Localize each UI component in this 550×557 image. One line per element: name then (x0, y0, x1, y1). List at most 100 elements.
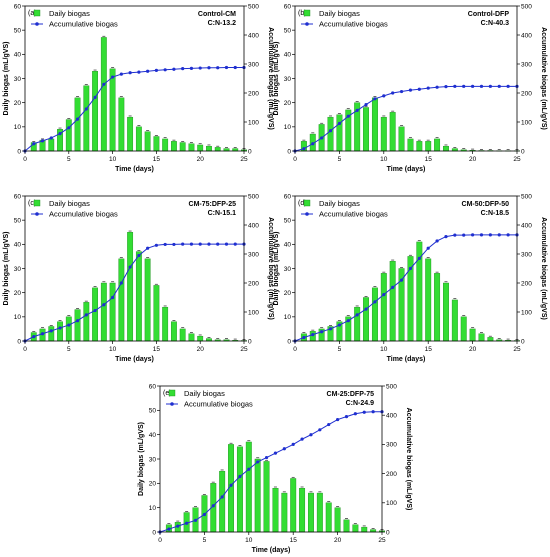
x-tick-label: 0 (23, 156, 27, 163)
panel-label: (e) (163, 390, 172, 397)
chart-panel-4: 0 5 10 15 20 2501020304050600100200300400500T… (273, 193, 547, 363)
accumulative-biogas-point (202, 512, 206, 517)
daily-biogas-bar (144, 258, 151, 342)
y-left-tick-label: 10 (14, 314, 22, 321)
legend-marker-accumulative (35, 22, 39, 26)
x-axis-label: Time (days) (115, 166, 154, 173)
accumulative-biogas-point (40, 332, 45, 336)
daily-biogas-bar (361, 526, 368, 533)
x-axis-label: Time (days) (115, 356, 154, 363)
y-right-axis-label: Accumulative biogas (mL/gVS) (540, 27, 547, 130)
accumulative-biogas-point (84, 107, 88, 111)
y-left-axis-label: Daily biogas (mL/gVS) (3, 232, 10, 306)
daily-biogas-bar (443, 145, 449, 152)
daily-biogas-bar (336, 114, 343, 152)
legend-label-daily: Daily biogas (184, 389, 225, 398)
y-left-tick-label: 0 (152, 529, 156, 536)
accumulative-biogas-point (479, 233, 484, 237)
y-left-tick-label: 20 (149, 481, 157, 488)
y-left-tick-label: 60 (14, 193, 22, 200)
daily-biogas-bar (48, 138, 55, 152)
x-tick-label: 5 (338, 156, 342, 163)
accumulative-biogas-point (216, 242, 220, 246)
daily-biogas-bar (451, 299, 458, 342)
y-right-tick-label: 0 (521, 338, 525, 345)
y-left-tick-label: 20 (284, 290, 292, 297)
daily-biogas-bar (153, 285, 160, 342)
cn-ratio-label: C:N-13.2 (208, 20, 237, 27)
accumulative-biogas-point (302, 147, 306, 151)
daily-biogas-bar (162, 138, 169, 152)
daily-biogas-bar (153, 136, 160, 152)
daily-biogas-bar (272, 488, 279, 533)
cn-ratio-label: C:N-15.1 (208, 210, 237, 217)
daily-biogas-bar (327, 116, 334, 152)
accumulative-biogas-point (282, 447, 286, 451)
accumulative-biogas-point (497, 84, 501, 88)
y-right-tick-label: 500 (248, 193, 259, 200)
daily-biogas-bar (487, 337, 494, 342)
cn-ratio-label: C:N-24.9 (346, 400, 375, 407)
legend-label-accumulative: Accumulative biogas (49, 210, 118, 219)
accumulative-biogas-point (198, 66, 202, 70)
y-right-tick-label: 0 (521, 148, 525, 155)
accumulative-biogas-point (371, 410, 375, 414)
x-tick-label: 5 (67, 156, 71, 163)
accumulative-biogas-point (146, 246, 150, 250)
daily-biogas-bar (127, 116, 134, 152)
accumulative-biogas-point (328, 327, 333, 331)
accumulative-biogas-point (176, 524, 180, 528)
accumulative-biogas-point (373, 300, 377, 304)
daily-biogas-bar (443, 282, 449, 342)
legend-marker-accumulative (35, 212, 39, 216)
daily-biogas-bar (118, 258, 125, 342)
chart-panel-5: 0 5 10 15 20 2501020304050600100200300400500T… (138, 383, 412, 554)
accumulative-biogas-point (346, 319, 350, 323)
y-left-tick-label: 50 (284, 217, 292, 224)
daily-biogas-bar (460, 316, 467, 342)
daily-biogas-bar (343, 519, 350, 533)
chart-panel-3: 0 5 10 15 20 2501020304050600100200300400500T… (3, 193, 274, 363)
y-right-tick-label: 400 (248, 32, 259, 39)
y-left-tick-label: 20 (14, 290, 22, 297)
daily-biogas-bar (65, 316, 72, 342)
y-left-tick-label: 60 (284, 3, 292, 10)
daily-biogas-bar (179, 328, 186, 342)
y-right-tick-label: 300 (521, 61, 532, 68)
accumulative-biogas-point (497, 233, 501, 237)
y-right-tick-label: 500 (248, 3, 259, 10)
x-tick-label: 0 (293, 156, 297, 163)
accumulative-biogas-point (264, 455, 269, 460)
y-right-tick-label: 500 (386, 383, 397, 390)
y-left-axis-label: Daily biogas (mL/gVS) (3, 42, 10, 116)
daily-biogas-bar (100, 37, 107, 152)
accumulative-biogas-point (337, 121, 341, 126)
accumulative-biogas-point (198, 242, 202, 246)
y-right-tick-label: 400 (521, 32, 532, 39)
accumulative-biogas-point (154, 68, 158, 72)
x-tick-label: 25 (240, 156, 248, 163)
accumulative-biogas-point (224, 242, 229, 246)
accumulative-biogas-point (207, 242, 211, 246)
accumulative-biogas-point (247, 467, 251, 471)
accumulative-biogas-point (382, 293, 386, 297)
accumulative-biogas-point (102, 82, 106, 86)
y-left-tick-label: 0 (287, 148, 291, 155)
daily-biogas-bar (197, 335, 204, 342)
daily-biogas-bar (74, 309, 81, 342)
daily-biogas-bar (434, 273, 441, 342)
accumulative-biogas-point (233, 242, 237, 246)
treatment-label: CM-50:DFP-50 (462, 201, 510, 208)
daily-biogas-bar (416, 141, 423, 152)
x-tick-label: 0 (23, 346, 27, 353)
accumulative-biogas-point (328, 129, 333, 133)
accumulative-biogas-point (224, 65, 229, 70)
accumulative-biogas-point (137, 253, 141, 258)
x-tick-label: 10 (109, 346, 117, 353)
legend-swatch-daily (33, 9, 41, 17)
daily-biogas-bar (352, 524, 359, 533)
y-right-tick-label: 100 (248, 119, 259, 126)
accumulative-biogas-point (344, 415, 349, 419)
accumulative-biogas-point (471, 233, 475, 237)
